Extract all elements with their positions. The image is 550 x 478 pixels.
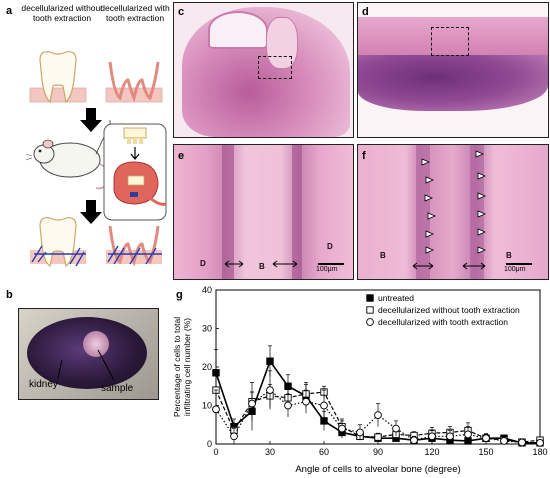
data-point-2-15 xyxy=(482,434,490,443)
panel-letter-f: f xyxy=(362,150,366,162)
label-bone-right: B xyxy=(506,251,512,260)
x-tick-label-4: 120 xyxy=(424,447,439,457)
y-axis-label: Percentage of cells to totalinfiltrating… xyxy=(172,317,192,417)
legend-marker-0 xyxy=(366,294,374,302)
data-point-1-9 xyxy=(374,433,382,441)
data-point-2-4 xyxy=(284,401,292,410)
panel-letter-g: g xyxy=(176,289,183,301)
result-socket-icon xyxy=(106,225,162,267)
header-without-extraction: decellularized without tooth extraction xyxy=(21,3,103,23)
legend-label-0: untreated xyxy=(378,293,414,303)
zoom-box-c xyxy=(258,56,292,79)
y-tick-label-0: 0 xyxy=(207,439,212,449)
panel-letter-c: c xyxy=(178,6,185,18)
graft-tooth-icon xyxy=(123,127,147,144)
x-tick-label-2: 60 xyxy=(319,447,329,457)
label-bone: B xyxy=(259,262,265,271)
data-point-2-0 xyxy=(212,405,220,414)
data-point-2-9 xyxy=(374,411,382,419)
arrowheads-f xyxy=(412,150,487,270)
x-tick-label-1: 30 xyxy=(265,447,275,457)
legend-marker-1 xyxy=(366,306,374,314)
data-point-2-14 xyxy=(464,430,472,439)
data-point-2-2 xyxy=(248,399,256,408)
y-tick-label-2: 20 xyxy=(202,362,212,372)
panel-letter-e: e xyxy=(178,150,185,162)
extracted-socket-icon xyxy=(105,61,163,103)
data-point-2-6 xyxy=(320,401,328,410)
data-point-2-5 xyxy=(302,397,310,406)
data-point-2-18 xyxy=(536,438,544,447)
histology-panel-e: D B D 100μm xyxy=(173,144,354,280)
photo-pointer-lines xyxy=(57,349,115,381)
series-line-0 xyxy=(215,359,540,444)
data-point-2-16 xyxy=(500,437,508,445)
data-point-2-8 xyxy=(356,428,364,437)
x-tick-label-0: 0 xyxy=(213,447,218,457)
series-0 xyxy=(212,345,544,447)
scale-bar-f xyxy=(506,263,532,265)
histology-panel-c xyxy=(173,2,354,138)
panel-letter-a: a xyxy=(6,5,13,17)
data-point-2-1 xyxy=(230,432,238,441)
ligament-width-arrows-e xyxy=(224,260,298,268)
data-point-2-12 xyxy=(428,432,436,441)
schematic-illustration xyxy=(25,51,167,267)
kidney-icon xyxy=(113,161,167,206)
y-tick-label-1: 10 xyxy=(202,401,212,411)
legend-label-2: decellularized with tooth extraction xyxy=(378,317,508,327)
label-dentin-left: D xyxy=(200,259,206,268)
kidney-photo: kidney sample xyxy=(18,308,159,400)
sample-label: sample xyxy=(101,383,134,394)
data-point-0-3 xyxy=(266,357,274,365)
panel-letter-b: b xyxy=(6,289,13,301)
y-tick-label-4: 40 xyxy=(202,285,212,295)
y-tick-label-3: 30 xyxy=(202,324,212,334)
data-point-2-3 xyxy=(266,386,274,394)
x-tick-label-6: 180 xyxy=(532,447,547,457)
down-arrow-icon xyxy=(80,108,102,132)
label-dentin-right: D xyxy=(327,242,333,251)
legend-label-1: decellularized without tooth extraction xyxy=(378,305,520,315)
x-tick-label-3: 90 xyxy=(373,447,383,457)
header-with-extraction: decellularized with tooth extraction xyxy=(100,3,170,23)
legend-marker-2 xyxy=(366,318,374,326)
panel-letter-d: d xyxy=(362,6,369,18)
result-tooth-icon xyxy=(30,217,86,267)
histology-panel-d xyxy=(357,2,549,138)
angle-distribution-chart: 0 30 60 90 120 150 180 0 10 20 30 40 untreated decel… xyxy=(172,285,548,475)
x-tick-label-5: 150 xyxy=(478,447,493,457)
data-point-2-17 xyxy=(518,438,526,447)
scale-bar-e xyxy=(318,263,344,265)
rat-icon xyxy=(25,139,110,190)
zoom-box-d xyxy=(431,27,469,56)
sample-shape xyxy=(83,331,109,357)
kidney-label: kidney xyxy=(29,379,58,390)
data-point-2-11 xyxy=(410,436,418,445)
down-arrow-icon-2 xyxy=(80,200,102,224)
data-point-2-7 xyxy=(338,424,346,433)
label-bone-left: B xyxy=(380,251,386,260)
data-point-2-13 xyxy=(446,432,454,441)
scale-bar-e-label: 100μm xyxy=(316,266,338,273)
series-2 xyxy=(212,370,544,447)
scale-bar-f-label: 100μm xyxy=(504,266,526,273)
data-point-2-10 xyxy=(392,424,400,433)
small-down-arrow-icon xyxy=(130,147,140,160)
x-axis-label: Angle of cells to alveolar bone (degree) xyxy=(295,464,460,475)
tooth-with-gum-icon xyxy=(29,51,87,104)
